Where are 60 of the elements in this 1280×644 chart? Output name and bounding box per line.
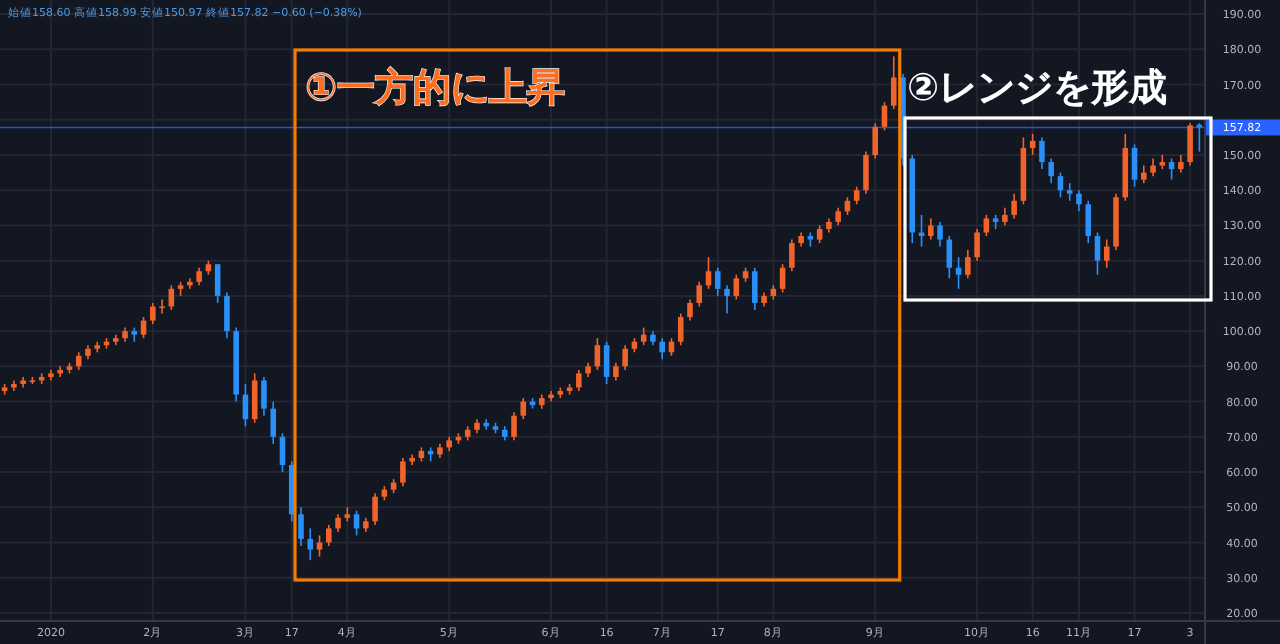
- candlestick: [928, 217, 934, 241]
- candlestick: [187, 277, 193, 290]
- candlestick: [1168, 157, 1175, 181]
- candlestick: [1187, 122, 1193, 167]
- candlestick: [955, 256, 962, 290]
- candlestick: [400, 457, 406, 487]
- candlestick: [603, 340, 610, 385]
- candlestick: [1039, 136, 1045, 170]
- candlestick: [733, 273, 740, 301]
- candlestick: [140, 316, 147, 339]
- candlestick: [1057, 171, 1064, 199]
- candlestick: [714, 266, 721, 297]
- candlestick: [881, 101, 888, 132]
- candlestick: [659, 337, 665, 361]
- candlestick: [622, 344, 628, 371]
- candlestick: [548, 390, 554, 403]
- candlestick: [251, 372, 258, 424]
- candlestick: [890, 55, 897, 110]
- candlestick: [937, 221, 943, 248]
- candlestick: [872, 122, 878, 160]
- candlestick: [974, 228, 980, 262]
- candlestick: [520, 397, 527, 420]
- candlestick: [214, 263, 221, 304]
- annotation: ②レンジを形成: [907, 66, 1168, 110]
- candlestick: [789, 238, 795, 273]
- candlestick: [696, 281, 703, 308]
- candlestick: [298, 506, 304, 547]
- candlestick: [261, 376, 267, 417]
- candlestick: [511, 411, 517, 442]
- candlestick: [965, 249, 971, 280]
- candlestick: [57, 365, 63, 378]
- candlestick: [752, 266, 758, 311]
- candlestick: [1085, 200, 1092, 244]
- candlestick: [983, 214, 990, 237]
- candlestick: [1029, 133, 1036, 156]
- candlestick: [724, 284, 730, 315]
- candlestick: [779, 263, 786, 294]
- annotation: ①一方的に上昇: [305, 66, 566, 110]
- candlestick: [409, 453, 415, 466]
- candlestick: [687, 298, 693, 322]
- candlestick: [705, 256, 712, 290]
- candlestick: [1066, 182, 1073, 202]
- candlestick: [1048, 157, 1054, 184]
- candlestick: [1103, 238, 1110, 269]
- candlestick: [863, 150, 869, 195]
- candlestick: [677, 312, 684, 347]
- candlestick: [1076, 189, 1082, 213]
- candlestick: [1011, 192, 1017, 220]
- candlestick: [316, 534, 323, 558]
- candlestick: [270, 400, 276, 445]
- candlestick: [576, 369, 582, 392]
- candlestick: [594, 337, 601, 371]
- candlestick: [307, 527, 314, 561]
- candlestick: [224, 291, 230, 339]
- candlestick: [353, 510, 360, 537]
- candlestick: [1094, 231, 1101, 276]
- candlestick: [326, 524, 332, 547]
- candlestick: [1131, 143, 1138, 188]
- candlestick: [483, 418, 490, 431]
- candlestick: [372, 492, 378, 526]
